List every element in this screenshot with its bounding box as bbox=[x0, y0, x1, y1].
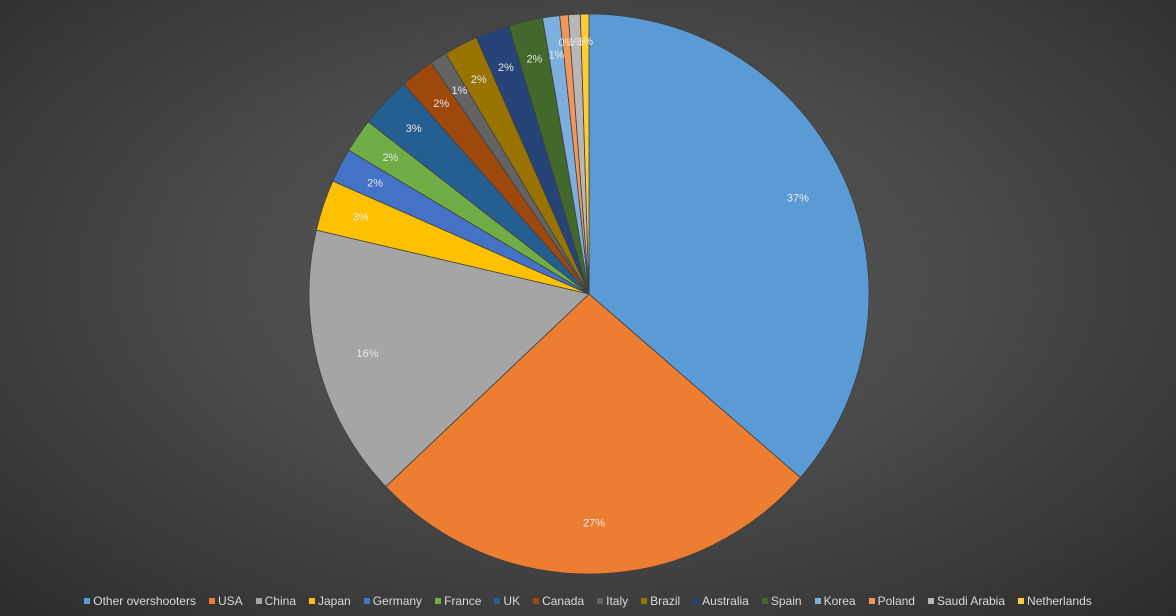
legend-label: Japan bbox=[318, 594, 351, 608]
legend-label: Korea bbox=[823, 594, 856, 608]
legend-label: China bbox=[264, 594, 296, 608]
legend-swatch bbox=[363, 598, 370, 604]
legend-label: France bbox=[444, 594, 482, 608]
legend-label: Other overshooters bbox=[93, 594, 196, 608]
legend-label: Canada bbox=[542, 594, 585, 608]
data-label-brazil: 2% bbox=[471, 74, 487, 86]
legend-label: Italy bbox=[606, 594, 629, 608]
legend: Other overshooters USA China Japan Germany Fr… bbox=[0, 592, 1176, 610]
legend-swatch bbox=[494, 598, 501, 604]
data-label-germany: 2% bbox=[367, 177, 383, 189]
legend-item-uk: UK bbox=[494, 594, 520, 608]
legend-swatch bbox=[693, 598, 700, 604]
legend-label: Brazil bbox=[650, 594, 681, 608]
data-label-netherlands: 1% bbox=[577, 36, 593, 48]
data-label-other-overshooters: 37% bbox=[787, 193, 809, 205]
legend-label: Australia bbox=[702, 594, 749, 608]
data-label-china: 16% bbox=[356, 348, 378, 360]
legend-item-netherlands: Netherlands bbox=[1018, 594, 1092, 608]
legend-swatch bbox=[868, 598, 875, 604]
legend-item-canada: Canada bbox=[533, 594, 584, 608]
data-label-usa: 27% bbox=[583, 518, 605, 530]
legend-item-france: France bbox=[435, 594, 481, 608]
data-label-spain: 2% bbox=[526, 54, 542, 66]
pie-chart: 37%27%16%3%2%2%3%2%1%2%2%2% 1%0%1%1% bbox=[308, 13, 870, 575]
legend-label: Saudi Arabia bbox=[936, 594, 1006, 608]
legend-item-china: China bbox=[255, 594, 296, 608]
data-label-italy: 1% bbox=[451, 85, 467, 97]
legend-swatch bbox=[597, 598, 604, 604]
legend-item-brazil: Brazil bbox=[641, 594, 680, 608]
data-label-korea: 1% bbox=[548, 49, 564, 61]
legend-swatch bbox=[814, 598, 821, 604]
legend-label: Poland bbox=[877, 594, 915, 608]
legend-label: Spain bbox=[770, 594, 802, 608]
legend-swatch bbox=[927, 598, 934, 604]
data-label-france: 2% bbox=[382, 152, 398, 164]
legend-swatch bbox=[1018, 598, 1025, 604]
data-label-poland: 0% bbox=[559, 37, 575, 49]
legend-item-usa: USA bbox=[208, 594, 243, 608]
legend-item-italy: Italy bbox=[597, 594, 628, 608]
legend-swatch bbox=[533, 598, 540, 604]
pie-slice-other-overshooters bbox=[588, 13, 870, 479]
legend-item-australia: Australia bbox=[693, 594, 749, 608]
legend-label: Germany bbox=[372, 594, 423, 608]
legend-item-korea: Korea bbox=[814, 594, 856, 608]
legend-swatch bbox=[761, 598, 768, 604]
legend-swatch bbox=[641, 598, 648, 604]
legend-item-spain: Spain bbox=[761, 594, 802, 608]
legend-swatch bbox=[309, 598, 315, 604]
legend-item-other-overshooters: Other overshooters bbox=[84, 594, 196, 608]
legend-label: USA bbox=[217, 594, 243, 608]
pie-slice-china bbox=[308, 229, 590, 488]
data-label-uk: 3% bbox=[406, 123, 422, 135]
data-label-canada: 2% bbox=[433, 98, 449, 110]
legend-label: UK bbox=[503, 594, 521, 608]
data-label-saudi-arabia: 1% bbox=[568, 36, 584, 48]
legend-item-poland: Poland bbox=[868, 594, 915, 608]
legend-label: Netherlands bbox=[1027, 594, 1092, 608]
data-label-australia: 2% bbox=[498, 62, 514, 74]
legend-item-saudi-arabia: Saudi Arabia bbox=[927, 594, 1006, 608]
data-label-japan: 3% bbox=[353, 212, 369, 224]
legend-item-japan: Japan bbox=[309, 594, 351, 608]
legend-swatch bbox=[208, 598, 215, 604]
pie-slice-usa bbox=[385, 293, 801, 575]
pie-slice-netherlands bbox=[579, 13, 590, 295]
legend-item-germany: Germany bbox=[363, 594, 423, 608]
legend-swatch bbox=[84, 598, 91, 604]
legend-swatch bbox=[435, 598, 442, 604]
legend-swatch bbox=[255, 598, 262, 604]
